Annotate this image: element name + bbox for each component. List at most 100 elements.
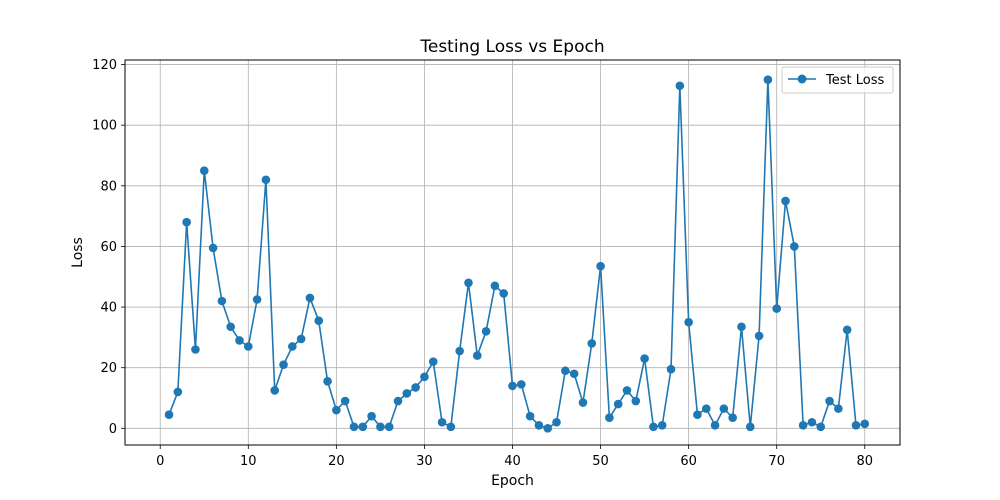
- data-point: [631, 396, 641, 406]
- y-tick-label: 60: [100, 240, 117, 255]
- legend-box: [781, 66, 894, 94]
- y-tick-label: 20: [100, 361, 117, 376]
- data-point: [428, 357, 438, 366]
- data-point: [367, 411, 376, 421]
- data-point: [217, 296, 227, 306]
- data-point: [332, 405, 341, 415]
- y-tick-label: 40: [100, 301, 117, 316]
- data-point: [851, 421, 861, 430]
- grid: [125, 60, 900, 445]
- data-point: [305, 293, 315, 303]
- data-point: [288, 342, 297, 351]
- x-tick-label: 80: [856, 454, 873, 469]
- x-tick-label: 50: [592, 454, 609, 469]
- chart-title: Testing Loss vs Epoch: [419, 37, 604, 57]
- data-point: [737, 322, 746, 332]
- data-point: [525, 411, 535, 421]
- y-axis-title: Loss: [70, 237, 86, 268]
- data-point: [173, 387, 183, 397]
- data-point: [402, 389, 412, 398]
- y-tick-label: 120: [92, 58, 117, 73]
- data-point: [384, 422, 394, 432]
- data-point: [358, 422, 368, 432]
- series-area: [164, 75, 870, 433]
- data-point: [314, 316, 324, 326]
- data-point: [323, 377, 332, 386]
- data-point: [270, 386, 280, 395]
- data-point: [649, 422, 658, 432]
- data-point: [587, 339, 597, 348]
- data-point: [464, 278, 473, 288]
- x-tick-label: 0: [156, 454, 164, 469]
- data-point: [772, 304, 781, 313]
- data-point: [191, 345, 200, 354]
- data-point: [244, 342, 253, 351]
- data-point: [455, 346, 464, 356]
- data-point: [684, 317, 693, 327]
- data-point: [657, 421, 667, 430]
- data-point: [164, 410, 174, 419]
- x-tick-label: 40: [504, 454, 521, 469]
- data-point: [825, 396, 834, 406]
- data-point: [208, 243, 218, 253]
- y-tick-label: 100: [92, 119, 117, 134]
- x-tick-label: 30: [416, 454, 433, 469]
- x-axis: 0 10 20 30 40 50 60 70 80: [156, 445, 873, 469]
- data-point: [499, 289, 508, 298]
- data-point: [807, 417, 817, 427]
- data-point: [675, 81, 685, 91]
- data-point: [534, 421, 544, 430]
- data-point: [508, 381, 517, 391]
- data-point: [182, 217, 191, 227]
- data-point: [569, 369, 579, 379]
- data-point: [701, 404, 711, 413]
- data-point: [411, 383, 420, 392]
- x-axis-title: Epoch: [491, 473, 534, 489]
- x-tick-label: 60: [680, 454, 697, 469]
- data-point: [596, 261, 605, 271]
- data-point: [860, 419, 870, 429]
- data-point: [745, 422, 755, 432]
- data-point: [763, 75, 773, 84]
- data-point: [226, 322, 235, 332]
- data-point: [605, 413, 614, 423]
- y-tick-label: 80: [100, 179, 117, 194]
- legend-label: Test Loss: [825, 73, 884, 88]
- data-point: [279, 360, 288, 369]
- data-point: [719, 404, 729, 413]
- x-tick-label: 70: [768, 454, 785, 469]
- data-point: [578, 398, 588, 407]
- data-point: [728, 413, 737, 423]
- data-point: [517, 380, 526, 389]
- data-point: [349, 422, 359, 432]
- data-point: [640, 354, 649, 363]
- data-point: [235, 336, 244, 345]
- x-tick-label: 20: [328, 454, 345, 469]
- y-tick-label: 0: [109, 422, 117, 437]
- data-point: [693, 410, 702, 419]
- data-point: [252, 295, 262, 304]
- data-point: [261, 175, 271, 185]
- legend: Test Loss: [781, 66, 894, 94]
- data-point: [561, 366, 570, 376]
- data-point: [790, 242, 799, 251]
- data-point: [393, 396, 403, 406]
- data-point: [754, 331, 764, 341]
- legend-marker: [797, 74, 807, 84]
- x-tick-label: 10: [240, 454, 257, 469]
- data-point: [543, 424, 553, 433]
- data-point: [376, 422, 385, 432]
- data-point: [710, 421, 720, 430]
- data-point: [199, 166, 209, 175]
- data-point: [446, 422, 456, 432]
- data-point: [798, 421, 808, 430]
- data-point: [781, 196, 790, 206]
- data-point: [472, 351, 482, 360]
- data-point: [613, 399, 623, 409]
- data-point: [622, 386, 632, 395]
- data-point: [420, 372, 429, 382]
- data-point: [340, 396, 350, 406]
- data-point: [437, 417, 447, 427]
- data-point: [666, 364, 676, 374]
